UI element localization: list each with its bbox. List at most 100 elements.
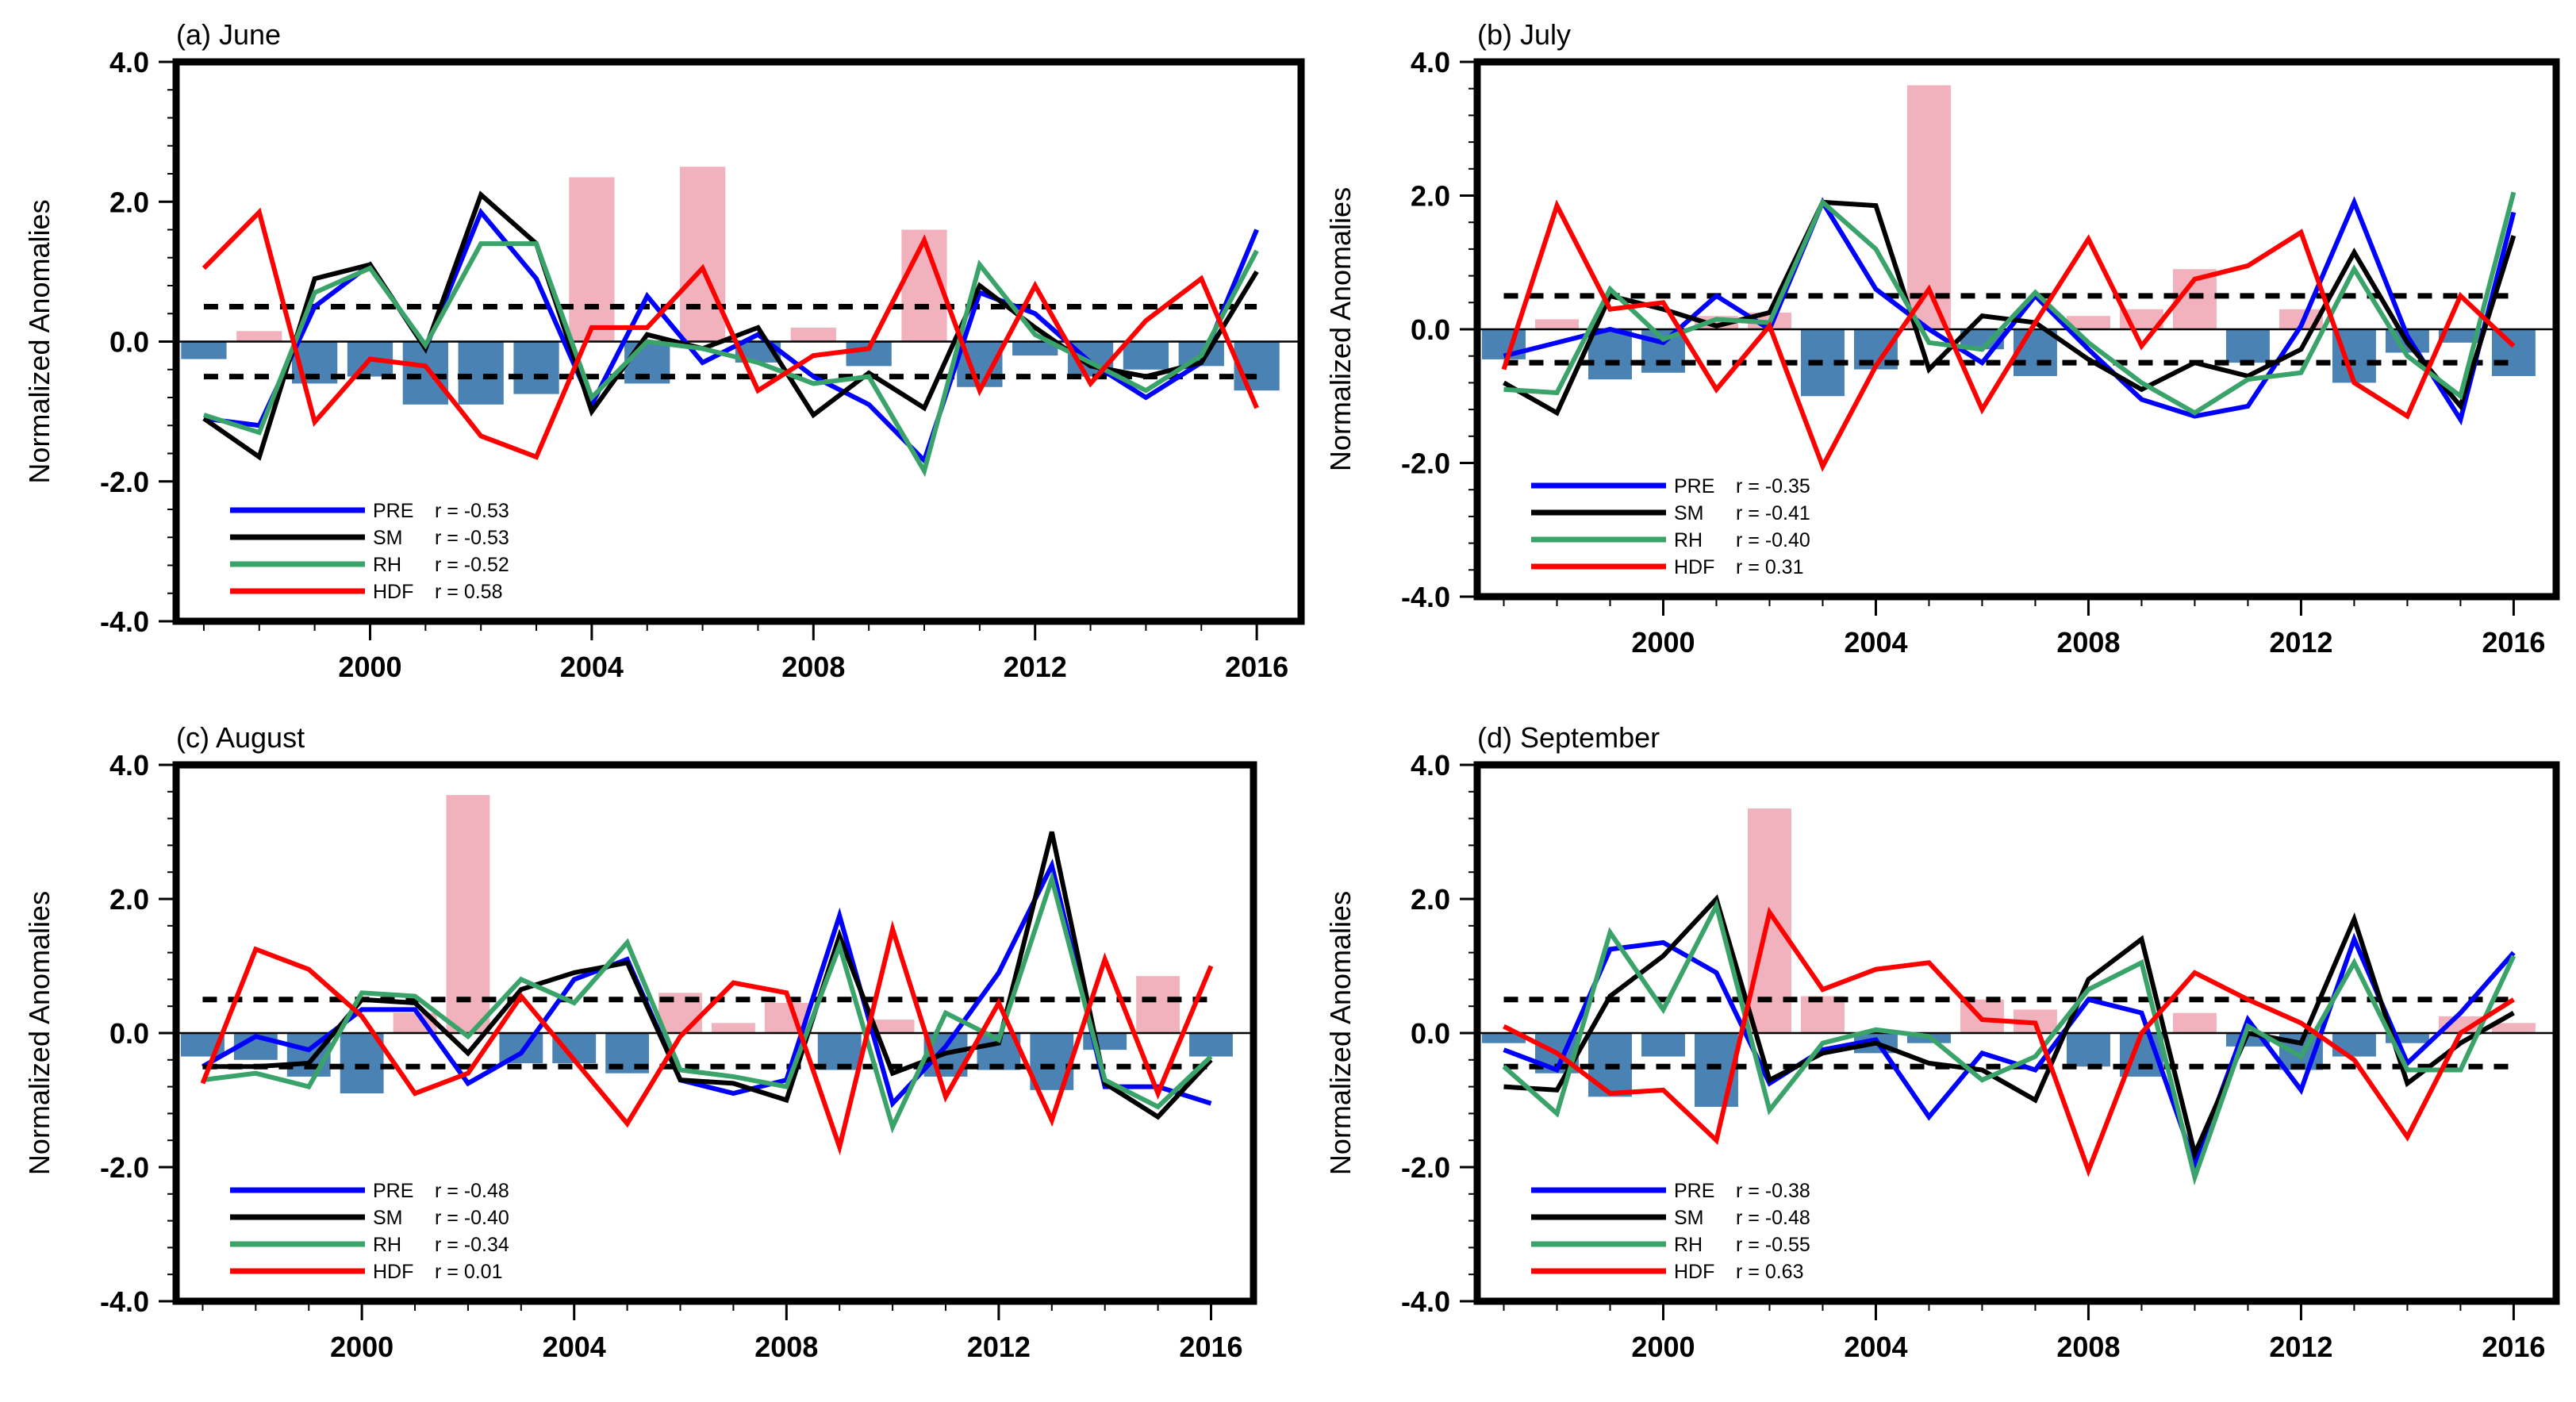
legend-correlation: r = 0.58 bbox=[435, 581, 502, 603]
hdf-anomaly-bar bbox=[2491, 329, 2536, 376]
legend-series-name: HDF bbox=[1674, 1261, 1714, 1283]
hdf-anomaly-bar bbox=[711, 1023, 755, 1033]
legend-series-name: RH bbox=[373, 554, 401, 576]
x-tick-label: 2012 bbox=[1004, 651, 1067, 683]
legend-series-name: SM bbox=[1674, 1207, 1704, 1229]
hdf-anomaly-bar bbox=[2013, 329, 2057, 376]
hdf-anomaly-bar bbox=[1123, 341, 1169, 370]
y-tick-label: 2.0 bbox=[109, 186, 149, 218]
series-line-hdf bbox=[1503, 906, 2516, 1177]
legend-correlation: r = -0.48 bbox=[435, 1180, 509, 1202]
y-axis-label: Normalized Anomalies bbox=[23, 891, 56, 1175]
series-line-hdf bbox=[202, 207, 1259, 460]
x-tick-label: 2004 bbox=[560, 651, 624, 683]
legend-correlation: r = -0.40 bbox=[435, 1207, 509, 1229]
hdf-anomaly-bar bbox=[2225, 329, 2270, 363]
hdf-anomaly-bar bbox=[870, 1020, 915, 1033]
x-tick-label: 2016 bbox=[1179, 1331, 1242, 1363]
panel-d: 4.0 2.0 0.0 -2.0 -4.0 2000 2004 2008 2012 2016 (d)… bbox=[1324, 721, 2560, 1363]
x-tick-label: 2000 bbox=[1631, 1331, 1695, 1363]
x-tick-label: 2008 bbox=[2056, 1331, 2120, 1363]
legend-correlation: r = -0.41 bbox=[1736, 502, 1810, 524]
x-tick-label: 2008 bbox=[754, 1331, 818, 1363]
panel-a: 4.0 2.0 0.0 -2.0 -4.0 2000 2004 2008 2012 2016 (a)… bbox=[23, 18, 1305, 683]
legend-correlation: r = -0.53 bbox=[435, 527, 509, 549]
legend-series-name: RH bbox=[1674, 1234, 1703, 1256]
hdf-anomaly-bar bbox=[569, 177, 615, 342]
hdf-anomaly-bar bbox=[2066, 1033, 2110, 1067]
x-tick-label: 2012 bbox=[2269, 1331, 2332, 1363]
y-tick-label: 4.0 bbox=[1411, 46, 1450, 79]
legend-correlation: r = -0.53 bbox=[435, 500, 509, 522]
x-tick-label: 2004 bbox=[543, 1331, 606, 1363]
hdf-anomaly-bar bbox=[1189, 1033, 1233, 1057]
hdf-anomaly-bar bbox=[181, 341, 227, 359]
legend-series-name: SM bbox=[1674, 502, 1704, 524]
series-line-sm bbox=[1503, 894, 2515, 1162]
y-tick-label: -4.0 bbox=[1401, 1285, 1450, 1318]
legend-correlation: r = -0.55 bbox=[1736, 1234, 1810, 1256]
series-line-rh bbox=[202, 870, 1213, 1134]
x-tick-label: 2012 bbox=[967, 1331, 1031, 1363]
y-tick-label: -2.0 bbox=[100, 1151, 149, 1184]
hdf-anomaly-bar bbox=[2438, 329, 2482, 343]
hdf-anomaly-bar bbox=[790, 327, 836, 342]
hdf-anomaly-bar bbox=[1801, 996, 1845, 1033]
hdf-anomaly-bar bbox=[817, 1033, 862, 1070]
legend-series-name: HDF bbox=[373, 581, 413, 603]
legend-series-name: HDF bbox=[1674, 556, 1714, 578]
hdf-anomaly-bar bbox=[1588, 329, 1632, 380]
hdf-anomaly-bar bbox=[236, 331, 282, 342]
hdf-anomaly-bar bbox=[2066, 316, 2110, 329]
panel-c: 4.0 2.0 0.0 -2.0 -4.0 2000 2004 2008 2012 2016 (c)… bbox=[23, 721, 1257, 1363]
legend-correlation: r = -0.48 bbox=[1736, 1207, 1810, 1229]
legend-series-name: RH bbox=[373, 1234, 401, 1256]
hdf-anomaly-bar bbox=[1234, 341, 1280, 391]
hdf-anomaly-bar bbox=[679, 167, 726, 342]
panel-title: (a) June bbox=[176, 18, 281, 51]
hdf-anomaly-bar bbox=[513, 341, 559, 394]
x-tick-label: 2008 bbox=[781, 651, 845, 683]
hdf-anomaly-bar bbox=[458, 341, 504, 405]
legend-correlation: r = -0.38 bbox=[1736, 1180, 1810, 1202]
x-tick-label: 2012 bbox=[2269, 626, 2332, 659]
legend-series-name: PRE bbox=[373, 1180, 413, 1202]
hdf-anomaly-bar bbox=[1482, 1033, 1526, 1043]
legend-correlation: r = 0.63 bbox=[1736, 1261, 1803, 1283]
y-tick-label: 0.0 bbox=[109, 326, 149, 359]
panel-title: (b) July bbox=[1477, 18, 1571, 51]
y-tick-label: -4.0 bbox=[100, 1285, 149, 1318]
y-tick-label: 4.0 bbox=[109, 46, 149, 79]
legend-correlation: r = 0.31 bbox=[1736, 556, 1803, 578]
series-line-pre bbox=[201, 858, 1212, 1108]
y-tick-label: 4.0 bbox=[109, 749, 149, 782]
y-axis-label: Normalized Anomalies bbox=[1324, 187, 1357, 471]
y-tick-label: 2.0 bbox=[1411, 883, 1450, 916]
y-tick-label: 2.0 bbox=[109, 883, 149, 916]
legend-series-name: PRE bbox=[1674, 1180, 1714, 1202]
legend-series-name: SM bbox=[373, 527, 403, 549]
legend-series-name: PRE bbox=[1674, 475, 1714, 497]
y-tick-label: 0.0 bbox=[1411, 313, 1450, 346]
panel-b: 4.0 2.0 0.0 -2.0 -4.0 2000 2004 2008 2012 2016 (b)… bbox=[1324, 18, 2560, 659]
hdf-anomaly-bar bbox=[446, 795, 490, 1033]
y-tick-label: -2.0 bbox=[100, 466, 149, 498]
legend-series-name: SM bbox=[373, 1207, 403, 1229]
hdf-anomaly-bar bbox=[1012, 341, 1058, 356]
x-tick-label: 2000 bbox=[338, 651, 401, 683]
hdf-anomaly-bar bbox=[2491, 1023, 2536, 1033]
series-line-rh bbox=[203, 241, 1259, 478]
legend-correlation: r = -0.35 bbox=[1736, 475, 1810, 497]
x-tick-label: 2004 bbox=[1844, 626, 1907, 659]
x-tick-label: 2016 bbox=[2482, 1331, 2545, 1363]
legend-correlation: r = 0.01 bbox=[435, 1261, 502, 1283]
series-line-rh bbox=[1502, 899, 2516, 1186]
x-tick-label: 2016 bbox=[2482, 626, 2545, 659]
x-tick-label: 2016 bbox=[1225, 651, 1288, 683]
series-line-sm bbox=[202, 831, 1213, 1120]
legend-series-name: RH bbox=[1674, 529, 1703, 551]
y-tick-label: 0.0 bbox=[109, 1017, 149, 1050]
panel-title: (d) September bbox=[1477, 721, 1660, 754]
hdf-anomaly-bar bbox=[1083, 1033, 1127, 1051]
hdf-anomaly-bar bbox=[340, 1033, 384, 1094]
